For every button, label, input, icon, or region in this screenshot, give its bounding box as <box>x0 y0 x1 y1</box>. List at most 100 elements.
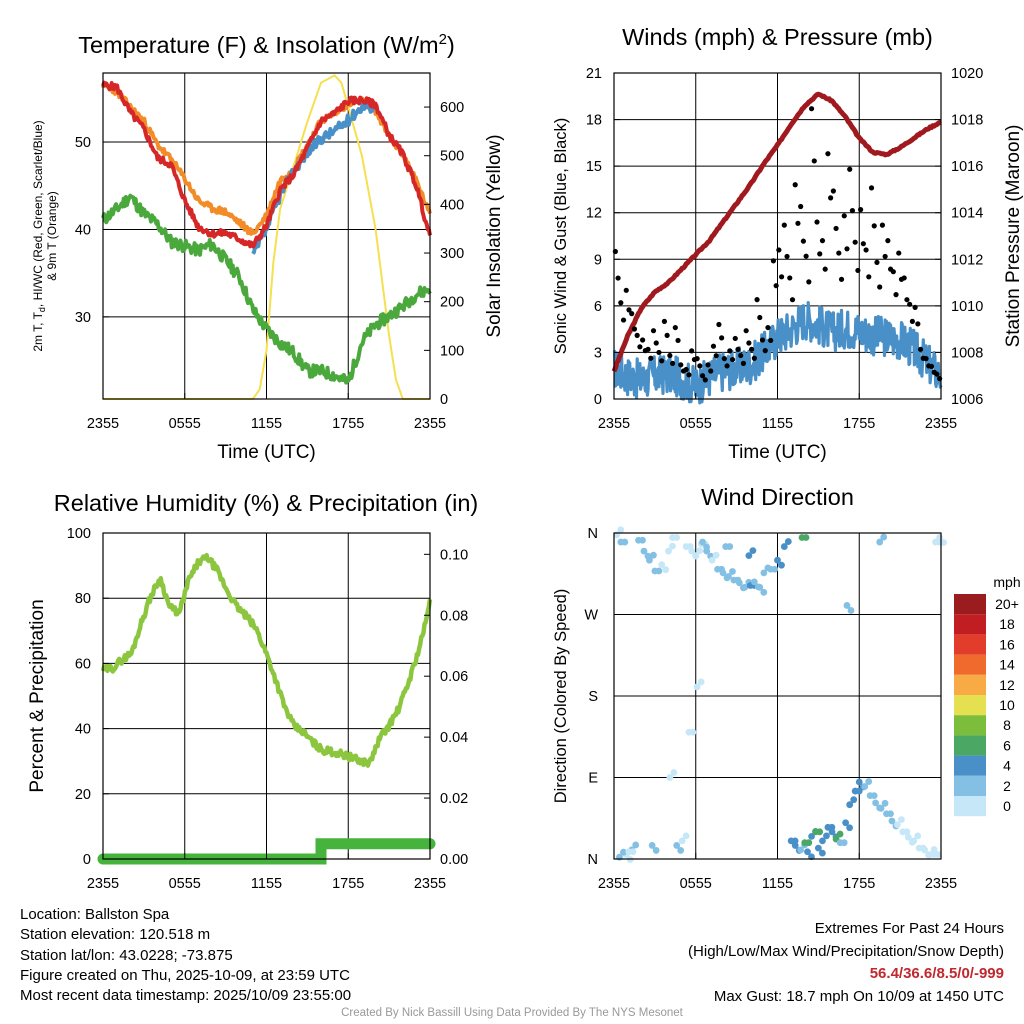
gust-point <box>689 348 695 354</box>
temp-ylabel: 2m T, Td, HI/WC (Red, Green, Scarlet/Blu… <box>31 120 59 351</box>
direction-point <box>650 551 657 559</box>
colorbar-label-3: 6 <box>1003 737 1011 753</box>
gust-point <box>896 250 902 256</box>
direction-point <box>930 846 938 853</box>
humidity-panel: 2355 0555 1155 1755 2355 0 20 40 60 80 100 0.00 0.02… <box>27 490 478 892</box>
gust-point <box>713 353 719 359</box>
wind-ytick-label-7: 21 <box>586 66 602 82</box>
rh-xtick-label-3: 1755 <box>332 876 364 892</box>
gust-point <box>754 297 760 303</box>
gust-point <box>855 267 861 274</box>
gust-point <box>871 223 877 229</box>
gust-point <box>893 292 899 298</box>
temp-title: Temperature (F) & Insolation (W/m2) <box>78 31 455 58</box>
gust-point <box>743 328 749 334</box>
direction-point <box>696 547 704 555</box>
wind-y2label-wrap: Station Pressure (Maroon) <box>1003 125 1024 348</box>
wind-ylabel: Sonic Wind & Gust (Blue, Black) <box>552 118 570 355</box>
direction-point <box>870 792 878 800</box>
gust-point <box>661 318 668 324</box>
direction-point <box>819 837 826 845</box>
rh-y2tick-label-5: 0.10 <box>440 547 468 563</box>
gust-point <box>637 344 643 350</box>
gust-point <box>912 304 918 311</box>
colorbar-swatch <box>954 674 986 695</box>
gust-point <box>866 274 872 280</box>
colorbar-swatch <box>954 594 986 615</box>
wind-ytick-label-5: 15 <box>586 159 602 175</box>
wind-ytick-label-1: 3 <box>594 345 602 361</box>
direction-point <box>750 578 758 586</box>
direction-point <box>673 842 681 849</box>
direction-point <box>760 569 768 577</box>
direction-point <box>760 588 768 596</box>
wind-y2tick-label-7: 1020 <box>951 66 983 82</box>
direction-point <box>725 573 732 580</box>
colorbar-label-1: 2 <box>1003 778 1011 794</box>
credit-line: Created By Nick Bassill Using Data Provi… <box>341 1007 683 1019</box>
direction-point <box>836 830 844 838</box>
gust-point <box>885 238 891 244</box>
gust-point <box>672 324 678 331</box>
rh-ylabel: Percent & Precipitation <box>27 599 48 792</box>
gust-point <box>860 241 866 247</box>
gust-point <box>724 363 730 369</box>
direction-point <box>688 547 696 555</box>
direction-point <box>646 556 653 564</box>
rh-y2tick-label-2: 0.04 <box>440 730 468 746</box>
gust-point <box>917 346 924 352</box>
recent-data-timestamp: Most recent data timestamp: 2025/10/09 2… <box>20 987 352 1005</box>
gust-point <box>798 203 804 210</box>
temp-y2tick-label-6: 600 <box>440 100 464 116</box>
rh-xtick-label-1: 0555 <box>169 876 201 892</box>
temp-xtick-label-3: 1755 <box>332 416 364 432</box>
colorbar-swatch <box>954 796 986 817</box>
direction-point <box>640 547 648 555</box>
gust-point <box>852 239 858 245</box>
temp-2m-line <box>101 80 432 249</box>
gust-point <box>773 283 779 289</box>
gust-point <box>640 337 646 343</box>
direction-point <box>780 543 788 550</box>
gust-point <box>833 225 839 232</box>
extremes-subtitle: (High/Low/Max Wind/Precipitation/Snow De… <box>688 942 1004 960</box>
gust-point <box>907 301 913 307</box>
direction-point <box>914 832 922 840</box>
direction-point <box>741 583 749 591</box>
direction-point <box>621 538 629 546</box>
gust-point <box>778 274 785 280</box>
extremes-values: 56.4/36.6/8.5/0/-999 <box>869 965 1004 982</box>
gust-point <box>708 368 714 374</box>
gust-point <box>645 346 651 352</box>
gust-point <box>808 106 815 112</box>
gust-point <box>664 332 670 338</box>
direction-point <box>804 848 811 856</box>
colorbar-label-4: 8 <box>1003 717 1011 733</box>
direction-point <box>842 819 850 827</box>
wind-y2tick-label-6: 1018 <box>951 113 983 129</box>
direction-point <box>708 556 716 564</box>
gust-point <box>751 355 757 361</box>
direction-point <box>678 837 686 845</box>
gust-point <box>738 352 744 359</box>
direction-point <box>802 534 810 541</box>
gust-point <box>716 321 722 328</box>
direction-point <box>887 810 894 818</box>
gust-point <box>669 360 676 366</box>
gust-point <box>618 300 624 306</box>
gust-point <box>735 346 741 352</box>
wind-ytick-label-6: 18 <box>586 113 602 129</box>
direction-point <box>689 728 697 736</box>
dir-xtick-label-0: 2355 <box>598 876 630 892</box>
temp-xtick-label-1: 0555 <box>169 416 201 432</box>
gust-point <box>806 279 812 285</box>
direction-point <box>872 799 879 807</box>
colorbar-swatch <box>954 614 986 635</box>
direction-point <box>749 547 757 555</box>
temperature-panel: 2355 0555 1155 1755 235530405001002003004005… <box>31 31 505 463</box>
gust-point <box>838 276 845 282</box>
gust-point <box>697 363 703 369</box>
temp-ytick-label-0: 30 <box>75 310 91 326</box>
gust-point <box>789 297 796 303</box>
direction-point <box>745 552 753 560</box>
